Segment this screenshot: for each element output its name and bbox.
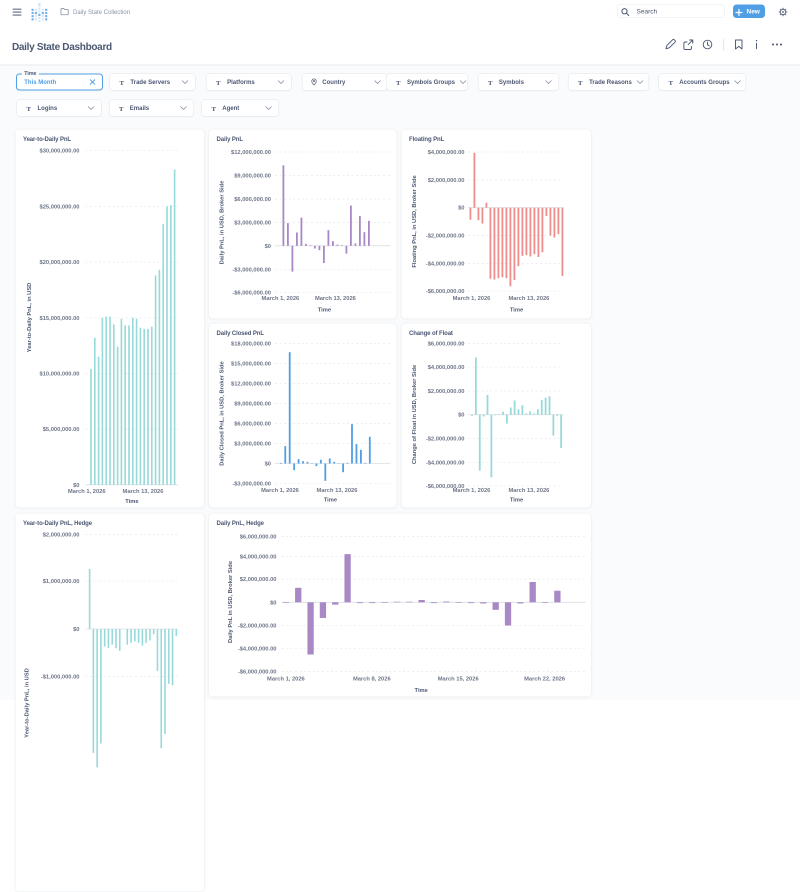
- svg-text:$15,000,000.00: $15,000,000.00: [40, 316, 80, 322]
- svg-text:$0: $0: [265, 462, 271, 468]
- svg-text:T: T: [216, 80, 221, 87]
- svg-text:$0: $0: [270, 600, 276, 606]
- svg-text:Time: Time: [415, 688, 428, 694]
- svg-text:$4,000,000.00: $4,000,000.00: [428, 365, 465, 371]
- svg-text:T: T: [668, 80, 673, 87]
- svg-text:T: T: [578, 80, 583, 87]
- svg-text:-$4,000,000.00: -$4,000,000.00: [426, 261, 465, 267]
- svg-text:March 1, 2026: March 1, 2026: [68, 489, 106, 495]
- svg-text:$9,000,000.00: $9,000,000.00: [234, 174, 271, 180]
- svg-text:Daily Closed PnL, in USD, Brok: Daily Closed PnL, in USD, Broker Side: [219, 361, 225, 465]
- svg-text:March 1, 2026: March 1, 2026: [453, 488, 491, 494]
- svg-text:March 13, 2026: March 13, 2026: [317, 488, 358, 494]
- svg-text:$0: $0: [73, 483, 79, 489]
- svg-text:Floating PnL, in USD, Broker S: Floating PnL, in USD, Broker Side: [412, 175, 418, 267]
- svg-text:March 1, 2026: March 1, 2026: [453, 296, 491, 302]
- svg-text:March 13, 2026: March 13, 2026: [508, 488, 549, 494]
- svg-text:Time: Time: [510, 498, 523, 504]
- svg-text:$2,000,000.00: $2,000,000.00: [428, 389, 465, 395]
- svg-text:$12,000,000.00: $12,000,000.00: [231, 150, 271, 156]
- svg-text:-$6,000,000.00: -$6,000,000.00: [426, 289, 465, 295]
- svg-text:Year-to-Daily PnL, in USD: Year-to-Daily PnL, in USD: [25, 668, 31, 738]
- svg-text:T: T: [211, 106, 216, 113]
- svg-text:-$2,000,000.00: -$2,000,000.00: [426, 234, 465, 240]
- svg-text:Change of Float in USD, Broker: Change of Float in USD, Broker Side: [412, 365, 418, 464]
- svg-text:T: T: [488, 80, 493, 87]
- svg-text:$30,000,000.00: $30,000,000.00: [40, 149, 80, 155]
- svg-text:$6,000,000.00: $6,000,000.00: [428, 341, 465, 347]
- svg-text:$25,000,000.00: $25,000,000.00: [40, 204, 80, 210]
- svg-text:$6,000,000.00: $6,000,000.00: [234, 422, 271, 428]
- svg-text:Daily PnL, in USD, Broker Side: Daily PnL, in USD, Broker Side: [219, 181, 225, 265]
- svg-text:March 15, 2026: March 15, 2026: [438, 677, 479, 683]
- svg-text:-$4,000,000.00: -$4,000,000.00: [426, 460, 465, 466]
- svg-text:-$2,000,000.00: -$2,000,000.00: [426, 437, 465, 443]
- svg-text:$9,000,000.00: $9,000,000.00: [234, 402, 271, 408]
- svg-text:$2,000,000.00: $2,000,000.00: [240, 577, 277, 583]
- svg-text:March 22, 2026: March 22, 2026: [524, 677, 565, 683]
- svg-text:$20,000,000.00: $20,000,000.00: [40, 260, 80, 266]
- svg-text:-$6,000,000.00: -$6,000,000.00: [238, 670, 277, 676]
- svg-text:$0: $0: [73, 627, 79, 633]
- svg-text:$18,000,000.00: $18,000,000.00: [231, 341, 271, 347]
- svg-text:March 13, 2026: March 13, 2026: [315, 296, 356, 302]
- svg-text:$0: $0: [265, 244, 271, 250]
- svg-text:T: T: [119, 106, 124, 113]
- svg-text:$5,000,000.00: $5,000,000.00: [43, 427, 80, 433]
- svg-text:Year-to-Daily PnL, in USD: Year-to-Daily PnL, in USD: [27, 283, 33, 353]
- svg-text:March 1, 2026: March 1, 2026: [262, 296, 300, 302]
- svg-text:$4,000,000.00: $4,000,000.00: [428, 150, 465, 156]
- svg-text:Daily PnL in USD, Broker Side: Daily PnL in USD, Broker Side: [228, 561, 234, 643]
- svg-text:T: T: [26, 106, 31, 113]
- svg-text:$2,000,000.00: $2,000,000.00: [43, 533, 80, 539]
- svg-text:March 1, 2026: March 1, 2026: [267, 677, 305, 683]
- svg-text:-$3,000,000.00: -$3,000,000.00: [232, 267, 271, 273]
- svg-text:-$2,000,000.00: -$2,000,000.00: [238, 624, 277, 630]
- svg-text:$4,000,000.00: $4,000,000.00: [240, 554, 277, 560]
- svg-text:$2,000,000.00: $2,000,000.00: [428, 178, 465, 184]
- svg-text:$3,000,000.00: $3,000,000.00: [234, 221, 271, 227]
- svg-text:$15,000,000.00: $15,000,000.00: [231, 361, 271, 367]
- svg-text:$6,000,000.00: $6,000,000.00: [234, 197, 271, 203]
- svg-text:$0: $0: [458, 413, 464, 419]
- svg-text:Time: Time: [318, 308, 331, 314]
- svg-text:Time: Time: [324, 498, 337, 504]
- svg-text:March 1, 2026: March 1, 2026: [261, 488, 299, 494]
- svg-text:$0: $0: [458, 206, 464, 212]
- svg-text:-$1,000,000.00: -$1,000,000.00: [41, 675, 80, 681]
- svg-text:T: T: [119, 80, 124, 87]
- svg-text:T: T: [396, 80, 401, 87]
- svg-text:-$3,000,000.00: -$3,000,000.00: [232, 481, 271, 487]
- svg-text:$12,000,000.00: $12,000,000.00: [231, 381, 271, 387]
- svg-text:Time: Time: [125, 499, 138, 505]
- svg-text:$6,000,000.00: $6,000,000.00: [240, 535, 277, 541]
- svg-text:$10,000,000.00: $10,000,000.00: [40, 372, 80, 378]
- svg-text:March 13, 2026: March 13, 2026: [123, 489, 164, 495]
- svg-text:-$4,000,000.00: -$4,000,000.00: [238, 646, 277, 652]
- svg-text:Time: Time: [510, 308, 523, 314]
- svg-text:$3,000,000.00: $3,000,000.00: [234, 442, 271, 448]
- svg-text:March 8, 2026: March 8, 2026: [353, 677, 391, 683]
- svg-text:$1,000,000.00: $1,000,000.00: [43, 579, 80, 585]
- svg-text:March 13, 2026: March 13, 2026: [508, 296, 549, 302]
